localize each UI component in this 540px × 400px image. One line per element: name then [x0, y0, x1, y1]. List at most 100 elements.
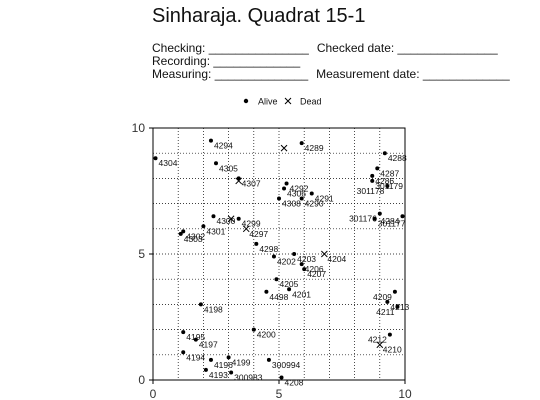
- tree-tag-label: 4307: [242, 178, 261, 188]
- checked-date-field: Checked date: _______________: [316, 41, 498, 55]
- dead-tree-point: [376, 341, 384, 349]
- alive-tree-point: [251, 327, 256, 332]
- x-tick-label: 10: [398, 387, 412, 400]
- tree-tag-label: 4201: [292, 289, 311, 299]
- tree-tag-label: 4209: [373, 292, 392, 302]
- alive-tree-point: [208, 138, 213, 143]
- recording-field: Recording: _____________: [152, 54, 301, 68]
- alive-tree-point: [181, 229, 186, 234]
- tree-tag-label: 4206: [305, 264, 324, 274]
- alive-tree-point: [271, 254, 276, 259]
- alive-tree-point: [372, 216, 377, 221]
- alive-tree-point: [387, 332, 392, 337]
- tree-tag-label: 4292: [290, 183, 309, 193]
- tree-tag-label: 4210: [383, 345, 402, 355]
- alive-tree-point: [236, 216, 241, 221]
- tree-tag-label: 4196: [214, 360, 233, 370]
- alive-tree-point: [292, 252, 297, 256]
- tree-tag-label: 300994: [272, 360, 301, 370]
- tree-tag-label: 4198: [204, 304, 223, 314]
- dead-tree-point: [227, 215, 235, 223]
- checking-field: Checking: _______________: [152, 41, 309, 55]
- tree-tag-label: 4308: [282, 199, 301, 209]
- tree-tag-label: 4304: [159, 158, 178, 168]
- x-tick-label: 0: [150, 387, 157, 400]
- page-title: Sinharaja. Quadrat 15-1: [152, 5, 366, 27]
- legend-dead-label: Dead: [300, 97, 322, 107]
- tree-tag-label: 4288: [388, 153, 407, 163]
- tree-tag-label: 301176: [349, 214, 377, 224]
- dead-tree-point: [235, 177, 243, 185]
- tree-tag-label: 4194: [186, 352, 205, 362]
- alive-tree-point: [203, 367, 208, 372]
- alive-tree-point: [214, 161, 218, 166]
- y-tick-label: 10: [132, 121, 146, 135]
- tree-tag-label: 4498: [269, 292, 288, 302]
- tree-tag-label: 4298: [259, 244, 278, 254]
- tree-tag-label: 4195: [186, 332, 205, 342]
- tree-tag-label: 4287: [380, 168, 399, 178]
- tree-tag-label: 301178: [357, 186, 385, 196]
- tree-tag-label: 4202: [277, 257, 296, 267]
- legend-alive-label: Alive: [258, 97, 278, 107]
- tree-tag-label: 4200: [257, 330, 276, 340]
- tree-tag-label: 4294: [214, 141, 233, 151]
- tree-tag-label: 4301: [206, 226, 225, 236]
- alive-tree-point: [370, 173, 375, 178]
- alive-tree-point: [181, 350, 186, 355]
- tree-tag-label: 4197: [199, 340, 218, 350]
- tree-tag-label: 300983: [234, 372, 263, 382]
- alive-tree-point: [282, 186, 287, 191]
- alive-tree-point: [226, 355, 231, 360]
- alive-tree-point: [198, 302, 203, 307]
- tree-tag-label: 4290: [305, 199, 324, 209]
- y-tick-label: 0: [138, 373, 145, 387]
- tree-tag-label: 4303: [184, 234, 203, 244]
- alive-tree-point: [229, 370, 234, 375]
- form-fields: Checking: _______________ Checked date: _…: [152, 42, 510, 81]
- alive-tree-point: [254, 241, 259, 246]
- tree-tag-label: 4305: [219, 163, 238, 173]
- tree-tag-label: 4211: [376, 307, 395, 317]
- alive-tree-point: [284, 181, 289, 186]
- alive-tree-point: [377, 211, 382, 216]
- alive-tree-point: [211, 214, 216, 219]
- tree-tag-label: 4302: [186, 231, 205, 241]
- alive-tree-point: [181, 330, 186, 335]
- tree-tag-label: 4306: [287, 188, 306, 198]
- measurement-date-field: Measurement date: _____________: [316, 67, 510, 81]
- tree-tag-label: 4207: [307, 269, 326, 279]
- alive-tree-point: [299, 262, 304, 267]
- dead-tree-point: [280, 144, 288, 152]
- tree-tag-label: 4300: [216, 216, 235, 226]
- tree-tag-label: 4205: [279, 279, 298, 289]
- alive-tree-point: [309, 191, 314, 196]
- alive-tree-point: [178, 231, 183, 236]
- y-tick-label: 5: [138, 247, 145, 261]
- x-tick-label: 5: [276, 387, 283, 400]
- tree-tag-label: 4212: [368, 335, 387, 345]
- tree-tag-label: 4203: [297, 254, 316, 264]
- tree-tag-label: 4199: [232, 357, 251, 367]
- alive-tree-point: [382, 151, 387, 156]
- alive-tree-point: [274, 277, 279, 282]
- alive-tree-point: [266, 357, 271, 362]
- alive-tree-point: [385, 183, 390, 188]
- tree-tag-label: 4208: [285, 377, 304, 387]
- alive-tree-point: [395, 304, 400, 309]
- alive-tree-point: [153, 156, 158, 161]
- alive-tree-point: [208, 357, 213, 362]
- dead-tree-point: [242, 225, 250, 233]
- alive-tree-point: [370, 178, 375, 183]
- tree-tag-label: 4193: [209, 370, 228, 380]
- alive-tree-point: [302, 267, 307, 272]
- tree-tag-label: 4204: [327, 254, 346, 264]
- measuring-field: Measuring: ______________: [152, 67, 309, 81]
- tree-tag-label: 4291: [315, 194, 334, 204]
- alive-tree-point: [299, 196, 304, 201]
- tree-tag-label: 4213: [390, 302, 409, 312]
- tree-tag-label: 4297: [249, 229, 268, 239]
- tree-tag-label: 301177: [378, 219, 406, 229]
- tree-tag-label: 4284: [381, 216, 400, 226]
